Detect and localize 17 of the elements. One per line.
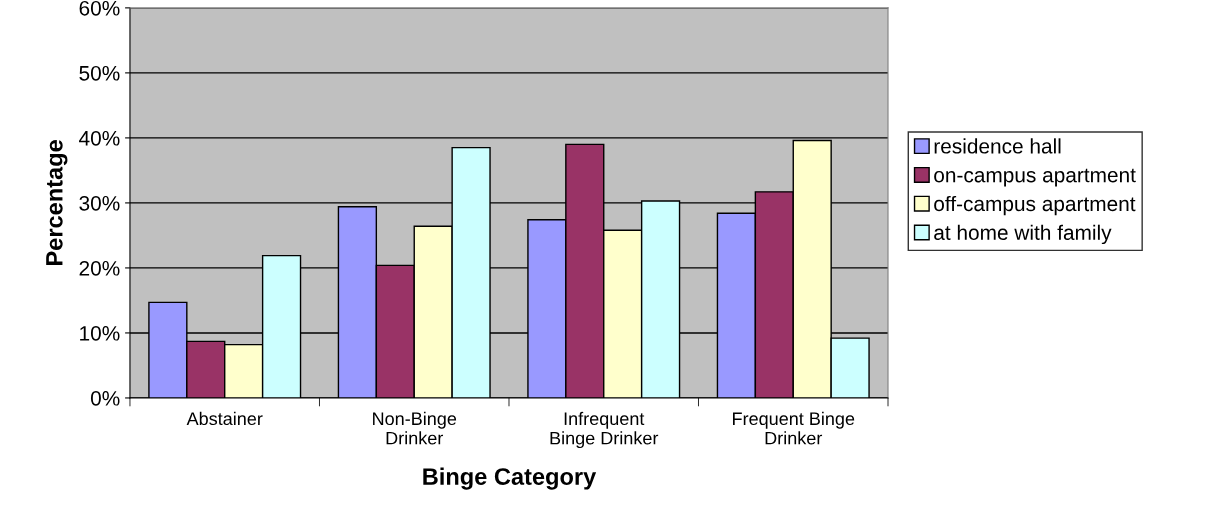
legend-label: at home with family bbox=[934, 224, 1112, 245]
y-tick-label: 10% bbox=[80, 325, 120, 341]
y-tick-label: 0% bbox=[90, 390, 120, 406]
y-tick-label: 60% bbox=[79, 0, 120, 16]
x-tick-label: Frequent Binge Drinker bbox=[733, 411, 855, 445]
x-tick-label: Non-Binge Drinker bbox=[373, 411, 457, 445]
legend-label: residence hall bbox=[934, 138, 1061, 154]
y-tick-label: 50% bbox=[79, 65, 120, 81]
x-tick-label: Abstainer bbox=[186, 411, 263, 426]
x-tick-label: Infrequent Binge Drinker bbox=[550, 411, 659, 449]
y-tick-label: 40% bbox=[79, 130, 120, 146]
y-tick-label: 20% bbox=[79, 260, 120, 276]
legend-label: off-campus apartment bbox=[934, 195, 1136, 216]
legend-label: on-campus apartment bbox=[934, 168, 1136, 187]
x-axis-title: Binge Category bbox=[423, 467, 597, 490]
y-tick-label: 30% bbox=[79, 195, 120, 211]
y-axis-title: Percentage bbox=[46, 140, 68, 265]
